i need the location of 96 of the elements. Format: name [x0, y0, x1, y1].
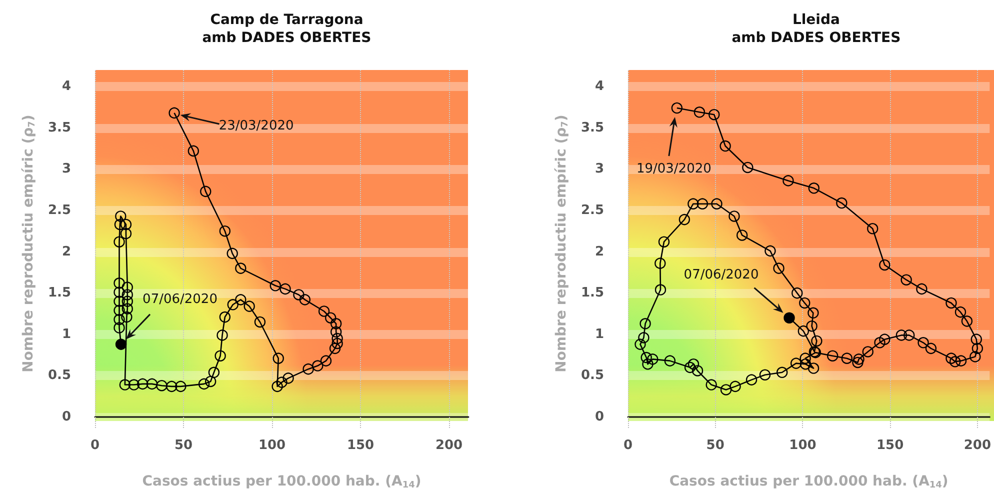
point	[299, 294, 311, 306]
y-axis-title: Nombre reproductiu empíric (ρ7)	[20, 114, 38, 372]
chart-subtitle: amb DADES OBERTES	[202, 30, 372, 46]
point	[166, 380, 178, 392]
point	[114, 314, 125, 326]
x-tick-label: 150	[876, 438, 904, 453]
point	[114, 296, 125, 307]
x-tick-label: 0	[623, 438, 633, 453]
point	[320, 355, 332, 366]
x-tick-label: 200	[964, 438, 991, 453]
x-tick-label: 200	[435, 438, 463, 453]
point	[214, 350, 226, 362]
point	[208, 366, 220, 378]
point	[114, 322, 125, 334]
point	[120, 228, 132, 240]
point	[204, 376, 216, 388]
point	[115, 210, 126, 222]
y-tick-label: 3	[62, 162, 71, 177]
y-axis-title: Nombre reproductiu empíric (ρ7)	[554, 114, 571, 372]
point	[119, 379, 131, 390]
y-tick-label: 2	[62, 244, 71, 260]
point	[280, 283, 291, 295]
point	[114, 304, 125, 316]
annotation: 19/03/2020	[636, 162, 712, 177]
point	[122, 289, 133, 300]
point	[235, 294, 246, 306]
point	[120, 218, 132, 230]
point	[168, 107, 180, 119]
point	[121, 311, 132, 323]
point	[244, 300, 255, 312]
point	[329, 342, 341, 354]
point	[302, 363, 314, 375]
point	[226, 248, 238, 260]
point	[122, 296, 133, 307]
point	[198, 378, 210, 390]
point	[122, 282, 133, 293]
y-tick-label: 2.5	[580, 202, 604, 218]
point	[115, 338, 127, 350]
x-tick-label: 50	[174, 438, 193, 453]
point	[318, 306, 330, 317]
point	[276, 376, 288, 388]
point	[200, 186, 212, 198]
x-tick-label: 100	[258, 438, 286, 453]
point	[219, 226, 231, 237]
point	[254, 316, 266, 328]
point	[332, 338, 343, 350]
chart-subtitle: amb DADES OBERTES	[732, 30, 901, 46]
y-tick-label: 0.5	[580, 368, 604, 384]
point	[114, 218, 126, 230]
y-tick-label: 1.5	[580, 286, 604, 301]
point	[156, 380, 168, 392]
y-tick-label: 0	[594, 410, 604, 424]
point	[293, 289, 304, 300]
point	[330, 326, 342, 338]
y-tick-label: 3.5	[580, 120, 604, 136]
y-tick-label: 0	[62, 410, 71, 424]
point	[114, 286, 125, 298]
x-tick-label: 50	[706, 438, 724, 453]
point	[312, 360, 324, 372]
chart-title: Camp de Tarragona	[210, 12, 364, 28]
point	[235, 262, 246, 274]
point	[219, 311, 231, 323]
point	[330, 318, 342, 330]
point	[270, 280, 281, 292]
y-tick-label: 4	[594, 79, 604, 94]
annotation: 07/06/2020	[684, 267, 759, 282]
y-tick-label: 4	[62, 79, 71, 94]
point	[216, 330, 228, 341]
point	[324, 312, 336, 324]
chart-title: Lleida	[792, 12, 840, 28]
x-tick-label: 150	[346, 438, 374, 453]
y-tick-label: 3	[594, 162, 604, 177]
x-tick-label: 0	[90, 438, 100, 453]
annotation: 07/06/2020	[142, 292, 218, 307]
y-tick-label: 3.5	[48, 120, 71, 136]
point	[188, 145, 200, 157]
point	[146, 378, 158, 390]
y-tick-label: 1	[594, 326, 604, 342]
y-tick-label: 0.5	[48, 368, 71, 384]
point	[272, 352, 284, 364]
annotation: 23/03/2020	[218, 118, 294, 134]
point	[227, 299, 238, 310]
point	[332, 332, 343, 344]
point	[137, 378, 148, 390]
point	[272, 380, 283, 392]
y-tick-label: 1.5	[48, 286, 71, 301]
point	[128, 379, 140, 390]
point	[175, 380, 186, 392]
y-tick-label: 2	[594, 244, 604, 260]
point	[114, 278, 125, 289]
x-tick-label: 100	[789, 438, 816, 453]
point	[122, 303, 133, 314]
point	[114, 236, 125, 248]
point	[282, 372, 294, 384]
y-tick-label: 2.5	[48, 202, 71, 218]
y-tick-label: 1	[62, 326, 71, 342]
